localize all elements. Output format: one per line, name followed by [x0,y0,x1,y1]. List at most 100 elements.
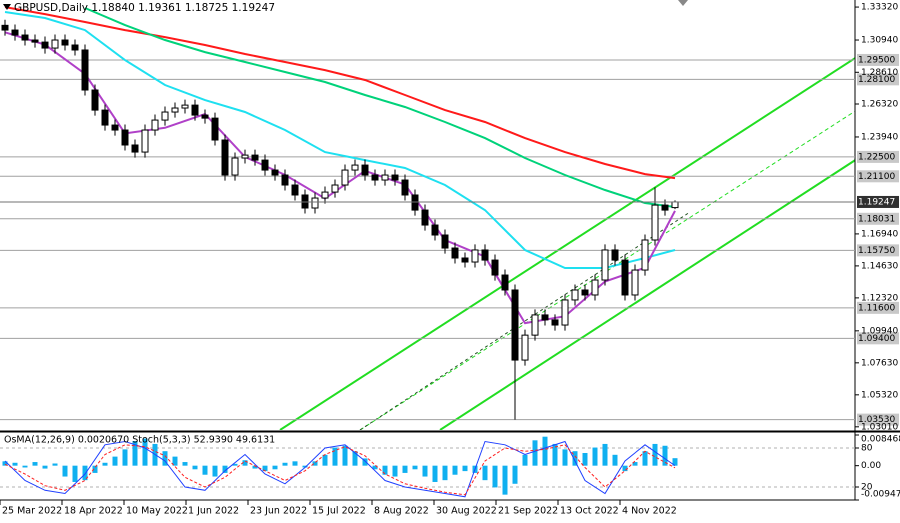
osma-bar [192,465,198,470]
candle-body [511,289,519,361]
osma-bar [632,462,638,466]
current-price-label: 1.19247 [858,197,895,207]
candle-body [1,24,9,31]
current-price-box [857,195,899,208]
x-tick-label: 10 May 2022 [126,506,188,517]
candle-body [611,249,619,261]
osma-bar [642,451,648,466]
candle-body [271,169,279,176]
osma-bar [662,445,668,466]
candle-body [41,41,49,49]
level-label: 1.03530 [858,415,895,425]
osma-bar [502,465,508,495]
level-label-box [857,212,899,225]
moving-average [4,11,676,269]
osma-bar [72,465,78,482]
candle-body [571,289,579,301]
candle-body [501,274,509,291]
level-label: 1.29500 [858,55,895,65]
y-tick-label: -0.009477 [861,490,900,500]
osma-bar [332,447,338,466]
candle-body [51,39,59,49]
candle-body [591,279,599,296]
osma-bar [162,451,168,466]
osma-bar [232,463,238,466]
osma-bar [572,451,578,466]
osma-bar [262,465,268,472]
level-label: 1.09400 [858,334,895,344]
candle-body [111,124,119,131]
candle-body [131,144,139,153]
y-tick-label: 1.16940 [861,229,898,239]
candle-body [121,129,129,146]
candle-body [191,104,199,116]
osma-bar [222,465,228,473]
osma-bar [182,462,188,466]
y-tick-label: 1.23940 [861,132,898,142]
candle-body [371,174,379,181]
x-tick-label: 25 Mar 2022 [2,506,62,517]
indicator-title: OsMA(12,26,9) 0.0020670 Stoch(5,3,3) 52.… [4,435,275,446]
candle-body [201,114,209,119]
candle-body [421,209,429,226]
osma-bar [322,454,328,466]
osma-bar [522,454,528,466]
osma-bar [442,465,448,481]
osma-bar [172,456,178,466]
candle-body [661,204,669,211]
title-arrow [3,4,11,10]
osma-bar [272,465,278,470]
level-label-box [857,332,899,345]
x-tick-label: 8 Aug 2022 [374,506,429,517]
moving-average [84,7,676,208]
candle-body [311,197,319,209]
level-label-box [857,413,899,426]
osma-bar [392,465,398,477]
candle-body [211,117,219,141]
x-tick-label: 23 Jun 2022 [250,506,307,517]
chart-title: GBPUSD,Daily 1.18840 1.19361 1.18725 1.1… [14,2,275,14]
candle-body [141,129,149,153]
osma-bar [402,465,408,473]
osma-bar [542,436,548,466]
osma-bar [582,452,588,466]
y-tick-label: 1.03010 [861,422,898,432]
osma-bar [552,443,558,466]
y-tick-label: 1.12320 [861,293,898,303]
candle-body [561,299,569,326]
osma-bar [22,465,28,468]
osma-bar [62,465,68,477]
candle-body [651,204,659,241]
channel-upper [279,57,855,430]
candle-body [181,104,189,109]
candle-body [481,249,489,261]
candle-body [71,44,79,51]
y2-tick-label: 20 [861,483,873,493]
level-label-box [857,244,899,257]
level-label: 1.11600 [858,303,895,313]
y-tick-label: 1.26320 [861,100,898,110]
price-pane [0,6,855,421]
candle-body [471,249,479,263]
candle-body [61,39,69,46]
candle-body [321,191,329,199]
candle-body [221,139,229,176]
stochastic-line [4,440,676,498]
osma-bar [462,465,468,472]
osma-bar [422,465,428,477]
candle-body [551,319,559,326]
y-tick-label: 0.0084682 [861,435,900,445]
osma-bar [492,465,498,488]
x-tick-label: 1 Jun 2022 [188,506,239,517]
osma-bar [312,461,318,466]
osma-bar [372,465,378,470]
osma-bar [42,465,48,469]
candle-body [621,259,629,296]
candle-body [631,269,639,296]
candle-body [31,39,39,43]
osma-bar [242,460,248,466]
osma-bar [52,463,58,466]
candle-body [341,169,349,186]
candle-body [441,234,449,249]
